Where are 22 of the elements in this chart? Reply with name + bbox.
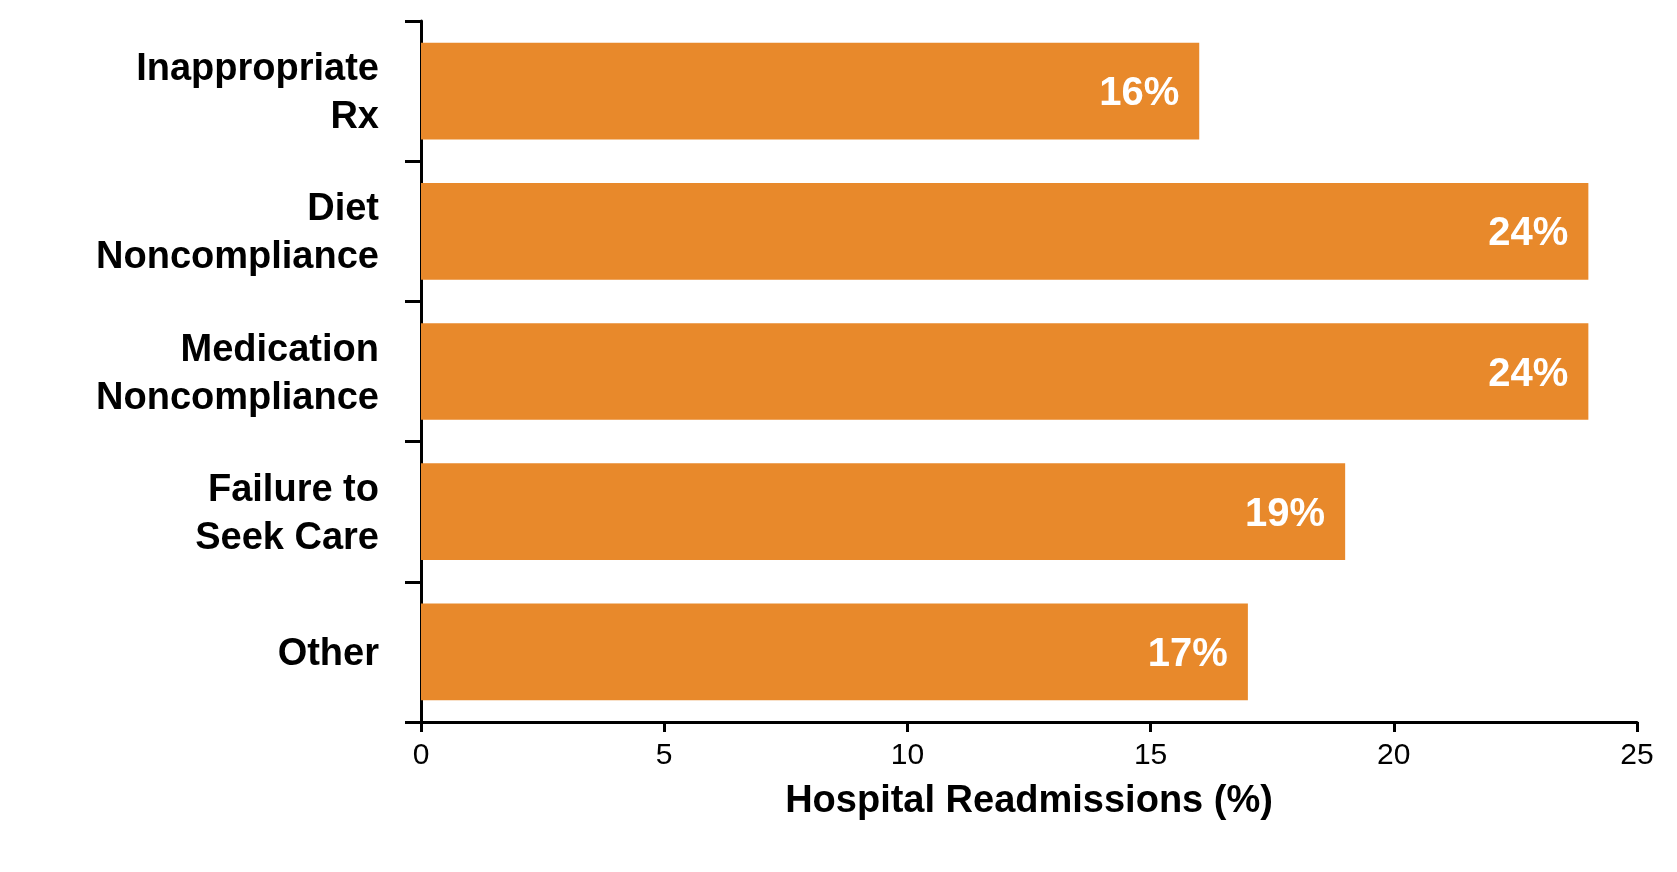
data-label: 24% <box>1488 349 1569 394</box>
x-tick-label: 5 <box>655 736 673 770</box>
x-tick-label: 20 <box>1377 736 1411 770</box>
bar <box>421 323 1589 420</box>
x-tick-label: 10 <box>890 736 925 770</box>
data-label: 17% <box>1147 629 1228 674</box>
x-tick-label: 0 <box>412 736 430 770</box>
y-tick-label: Medication Noncompliance <box>96 326 379 417</box>
y-tick-label: Diet Noncompliance <box>96 186 380 277</box>
bar <box>421 463 1346 561</box>
bar <box>421 182 1589 280</box>
y-tick-label: Other <box>277 630 380 673</box>
bar <box>421 42 1200 140</box>
data-label: 19% <box>1245 489 1326 534</box>
x-tick-label: 25 <box>1620 736 1654 770</box>
data-label: 16% <box>1099 69 1180 114</box>
x-axis-title: Hospital Readmissions (%) <box>785 778 1273 820</box>
y-tick-label: Failure to Seek Care <box>195 466 379 557</box>
y-tick-label: Inappropriate Rx <box>136 46 379 137</box>
x-tick-label: 15 <box>1133 736 1168 770</box>
bar <box>421 603 1248 701</box>
data-label: 24% <box>1488 209 1569 254</box>
